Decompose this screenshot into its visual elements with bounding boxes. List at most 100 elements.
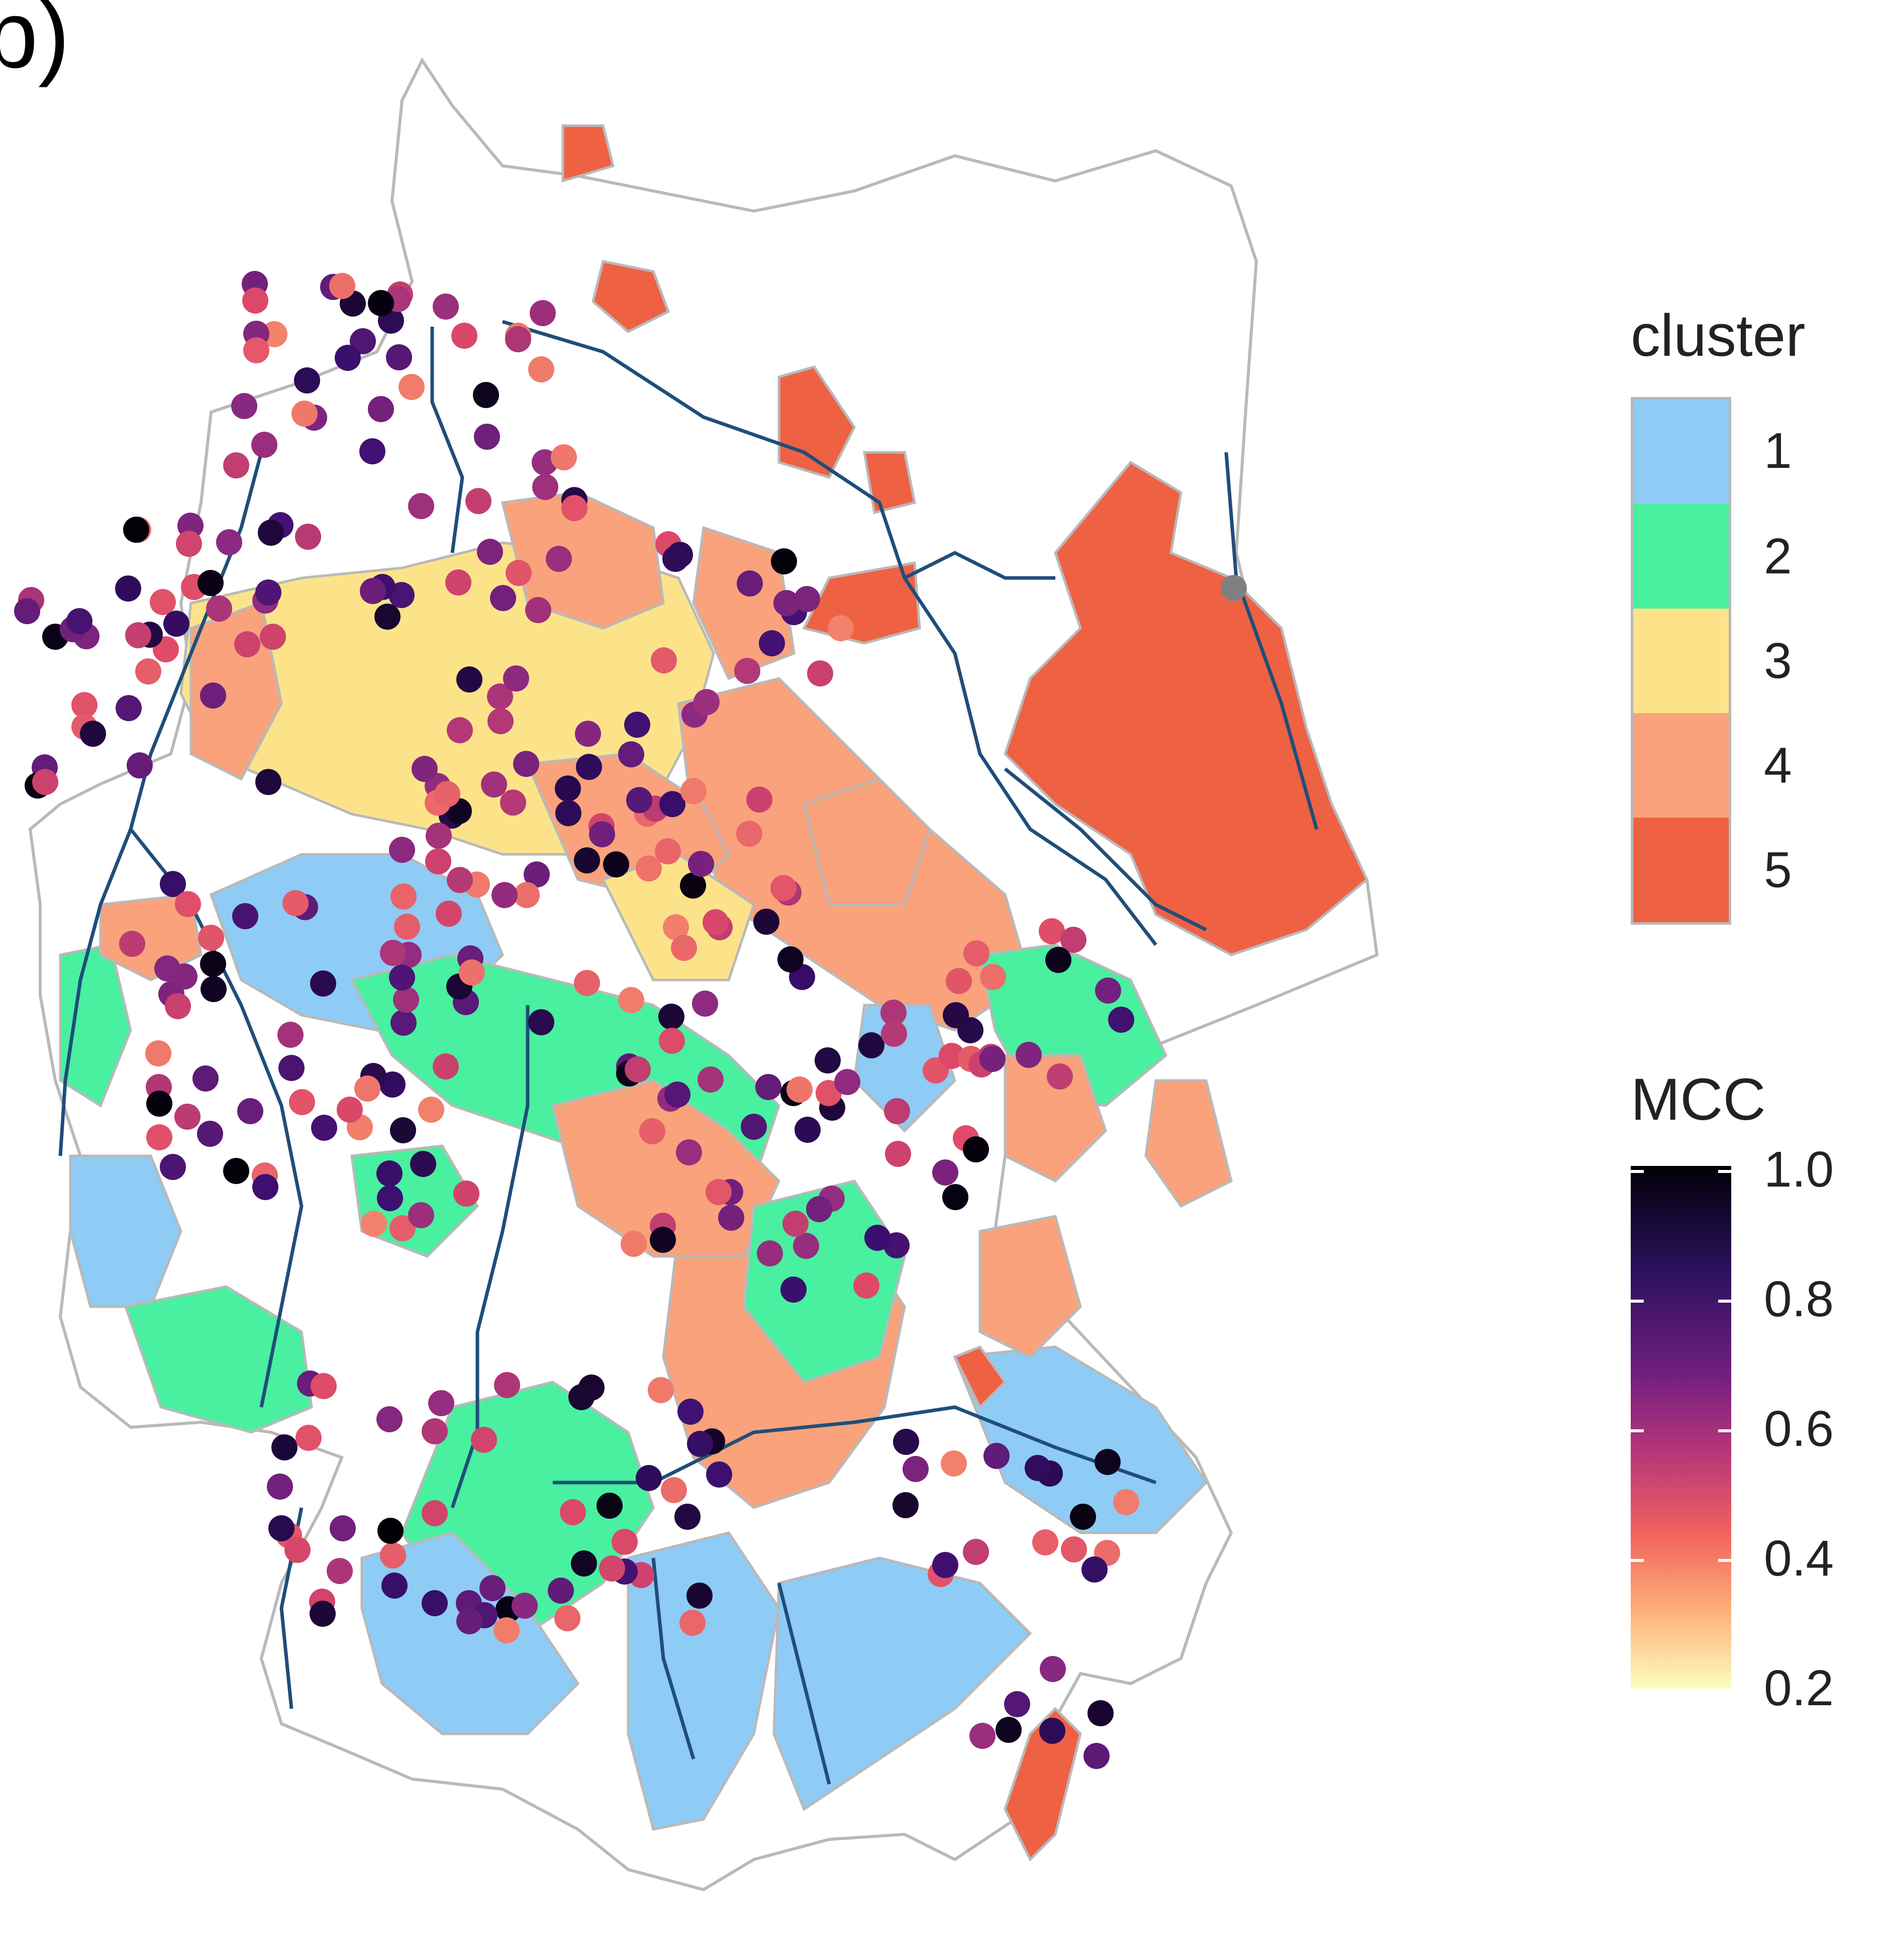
gauge-point [618, 987, 644, 1013]
gauge-point [278, 1055, 305, 1081]
gauge-point [295, 1425, 322, 1451]
gauge-point [963, 940, 989, 966]
gauge-point [377, 1518, 404, 1544]
gauge-point [983, 1443, 1010, 1469]
gauge-point [197, 570, 224, 596]
gauge-point [687, 1431, 713, 1457]
gauge-point [500, 790, 526, 816]
gauge-point [171, 963, 197, 990]
gauge-point [703, 909, 729, 935]
gauge-point [231, 393, 257, 419]
gauge-point [465, 488, 491, 514]
gauge-point [979, 1046, 1006, 1072]
gauge-point [474, 424, 500, 450]
gauge-point [163, 611, 189, 637]
river-line [1224, 452, 1319, 830]
gauge-point [698, 1066, 724, 1093]
gauge-point [524, 861, 550, 888]
gauge-point [737, 570, 763, 597]
gauge-point [1108, 1007, 1134, 1033]
gauge-point [115, 575, 141, 602]
gauge-point [1070, 1504, 1096, 1530]
gauge-point [525, 597, 551, 623]
gauge-point [794, 586, 820, 612]
gauge-point [380, 940, 406, 966]
gauge-point [626, 787, 652, 813]
gauge-point [329, 273, 355, 299]
gauge-point [258, 520, 284, 546]
gauge-point [513, 751, 539, 777]
gauge-point [677, 1399, 704, 1425]
gauge-point [477, 539, 503, 565]
gauge-point [554, 1605, 580, 1631]
cluster-region-1 [953, 1345, 1208, 1534]
gauge-point [80, 721, 106, 747]
gauge-point [282, 890, 309, 916]
river-line [651, 1557, 696, 1760]
gauge-point [192, 1065, 219, 1092]
gauge-point [777, 946, 804, 972]
gauge-point [599, 1555, 625, 1582]
gauge-point [658, 1004, 684, 1030]
gauge-point [165, 993, 191, 1019]
gauge-point [528, 1009, 554, 1035]
gauge-point [753, 909, 779, 935]
gauge-point [571, 1550, 597, 1577]
gauge-point [243, 337, 269, 363]
cluster-region-5 [863, 451, 916, 515]
gauge-point [693, 689, 720, 715]
gauge-point [493, 1617, 520, 1643]
gauge-point [354, 1075, 380, 1102]
gauge-point [146, 1091, 172, 1117]
gauge-point [200, 951, 226, 977]
gauge-point [456, 1608, 482, 1634]
gauge-point [603, 851, 629, 877]
gauge-point [422, 1590, 448, 1616]
gauge-point [176, 531, 202, 557]
cluster-region-4 [1004, 1054, 1107, 1183]
gauge-point [481, 771, 507, 798]
gauge-point [223, 452, 249, 478]
gauge-point [881, 1021, 907, 1047]
river-line [777, 1583, 831, 1785]
gauge-point [575, 721, 601, 747]
river-line [58, 452, 263, 1156]
gauge-point [893, 1492, 919, 1518]
gauge-point [277, 1022, 304, 1048]
gauge-point [434, 781, 460, 807]
mcc-tick-mark [1631, 1429, 1644, 1432]
cluster-region-4 [803, 777, 931, 906]
gauge-point [422, 1500, 448, 1526]
gauge-point [119, 931, 145, 957]
gauge-point [125, 622, 151, 648]
gauge-point [237, 1098, 263, 1124]
gauge-point [618, 741, 644, 767]
gauge-point [932, 1552, 958, 1578]
gauge-point [1039, 918, 1065, 944]
gauge-point [757, 1240, 783, 1266]
gauge-point [232, 903, 258, 929]
gauge-point [1025, 1455, 1051, 1481]
cluster-legend-title: cluster [1631, 303, 1806, 369]
river-line [904, 551, 1055, 580]
mcc-tick-mark [1718, 1300, 1731, 1303]
gauge-point [807, 660, 833, 687]
gauge-point [14, 598, 40, 624]
gauge-point [337, 1097, 363, 1123]
gauge-point [1039, 1718, 1065, 1744]
cluster-legend-key [1631, 397, 1731, 925]
mcc-tick-1.0: 1.0 [1764, 1141, 1834, 1198]
gauge-point [390, 884, 417, 910]
gauge-point [390, 1117, 416, 1143]
gauge-point [885, 1141, 911, 1167]
gauge-point [479, 1575, 506, 1601]
gauge-point [528, 356, 554, 382]
gauge-point [216, 529, 242, 555]
gauge-point [350, 328, 376, 354]
gauge-point [680, 872, 706, 899]
gauge-point [426, 823, 452, 849]
gauge-point [815, 1047, 841, 1073]
gauge-point [674, 1504, 701, 1530]
gauge-point [268, 1515, 294, 1541]
gauge-point [942, 1184, 968, 1210]
